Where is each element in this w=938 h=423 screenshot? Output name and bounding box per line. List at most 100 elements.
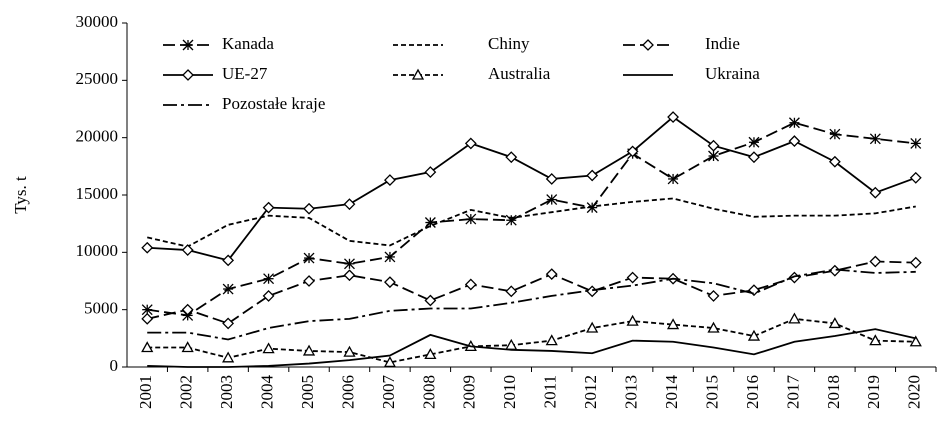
marker-shape — [545, 334, 558, 346]
marker-shape — [182, 69, 194, 81]
series-line — [147, 317, 916, 364]
marker — [343, 198, 356, 211]
marker — [586, 285, 599, 298]
marker — [505, 285, 518, 298]
series-line — [147, 260, 916, 325]
marker-shape — [642, 39, 654, 51]
marker — [424, 348, 437, 360]
legend-label: Kanada — [222, 34, 274, 53]
series-line — [147, 197, 916, 248]
marker-shape — [869, 186, 882, 199]
legend-label: Indie — [705, 34, 740, 53]
marker — [464, 137, 477, 150]
marker-shape — [222, 317, 235, 330]
y-tick-label: 10000 — [76, 241, 119, 260]
marker-shape — [626, 145, 639, 158]
marker — [343, 345, 356, 357]
x-tick-label: 2014 — [662, 375, 681, 410]
marker-shape — [343, 198, 356, 211]
marker-shape — [707, 321, 720, 333]
marker-stroke — [667, 173, 679, 185]
marker-shape — [545, 173, 558, 185]
marker-shape — [748, 151, 760, 164]
x-tick-label: 2009 — [460, 375, 479, 409]
marker — [909, 171, 922, 184]
marker-shape — [707, 289, 720, 302]
marker — [707, 321, 720, 333]
marker — [262, 201, 275, 214]
marker — [869, 186, 882, 199]
marker-shape — [747, 329, 761, 341]
marker — [222, 317, 235, 330]
x-tick-label: 2008 — [419, 375, 438, 409]
series-line — [147, 115, 917, 262]
marker — [384, 174, 396, 187]
marker-stroke — [384, 251, 396, 263]
marker-shape — [869, 334, 882, 346]
marker — [181, 341, 194, 353]
marker-shape — [666, 318, 680, 330]
marker — [303, 275, 315, 287]
legend-label: Pozostałe kraje — [222, 94, 325, 113]
marker — [788, 117, 800, 129]
marker-stroke — [222, 283, 234, 295]
marker — [869, 334, 882, 346]
x-tick-label: 2015 — [702, 375, 721, 409]
marker — [505, 214, 517, 226]
marker — [262, 342, 275, 354]
marker — [411, 68, 425, 80]
marker-shape — [586, 285, 599, 298]
marker-shape — [222, 254, 235, 267]
marker — [910, 137, 922, 149]
marker-stroke — [424, 217, 436, 228]
marker — [181, 244, 194, 256]
marker-shape — [748, 284, 760, 297]
marker — [303, 202, 315, 215]
marker — [263, 273, 275, 285]
marker-stroke — [141, 304, 153, 316]
marker — [707, 139, 720, 152]
marker — [545, 268, 558, 281]
marker-shape — [424, 166, 437, 178]
x-tick-label: 2012 — [581, 375, 600, 409]
marker — [586, 321, 599, 333]
marker-shape — [828, 317, 841, 329]
marker — [586, 169, 599, 182]
series-line — [147, 121, 916, 317]
marker — [505, 151, 518, 164]
x-tick-label: 2005 — [298, 375, 317, 409]
legend-label: Chiny — [488, 34, 530, 53]
marker — [708, 150, 719, 162]
marker-shape — [707, 139, 720, 152]
marker-shape — [424, 294, 437, 307]
marker — [464, 278, 477, 291]
y-tick-label: 30000 — [76, 12, 119, 31]
x-tick-label: 2004 — [257, 375, 276, 410]
marker — [748, 284, 760, 297]
x-tick-label: 2002 — [177, 375, 196, 409]
marker-shape — [909, 335, 922, 347]
marker-shape — [303, 202, 315, 215]
marker-stroke — [465, 213, 477, 225]
marker-shape — [181, 244, 194, 256]
marker-stroke — [546, 194, 558, 206]
marker-stroke — [263, 273, 275, 285]
marker — [302, 344, 316, 356]
marker-shape — [869, 255, 882, 268]
marker-stroke — [869, 133, 881, 145]
marker — [262, 289, 275, 302]
marker — [424, 166, 437, 178]
marker-shape — [262, 289, 275, 302]
y-tick-label: 5000 — [84, 299, 118, 318]
marker-shape — [828, 155, 841, 168]
marker-shape — [464, 278, 477, 291]
marker-stroke — [182, 39, 194, 51]
y-tick-label: 0 — [110, 356, 119, 375]
marker-shape — [343, 345, 356, 357]
marker — [383, 356, 397, 368]
marker — [182, 69, 194, 81]
marker-shape — [181, 303, 194, 316]
marker — [909, 256, 922, 269]
y-tick-label: 25000 — [76, 69, 119, 88]
marker — [344, 258, 355, 270]
